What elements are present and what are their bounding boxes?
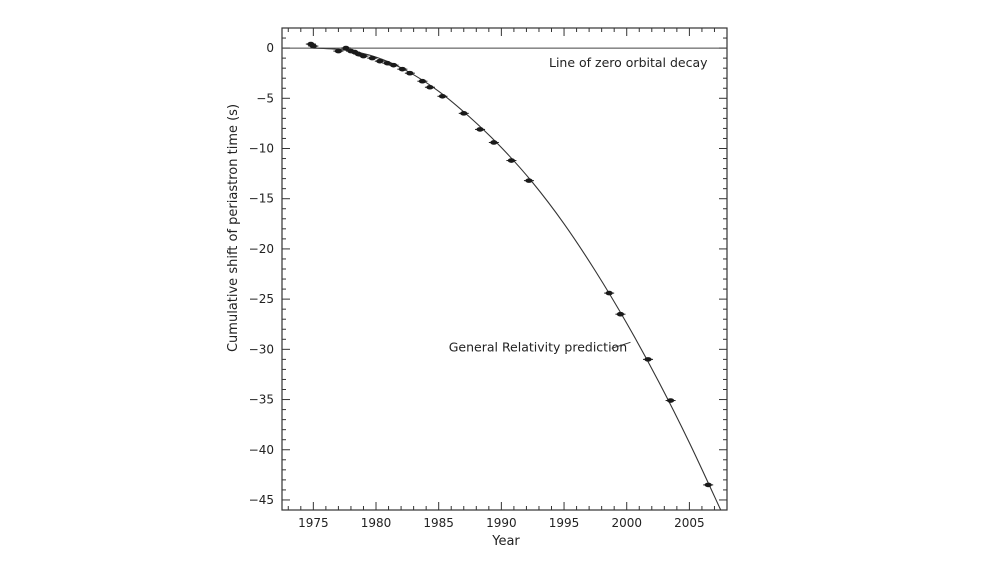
x-tick-label: 1975 <box>298 516 329 530</box>
y-tick-label: −25 <box>249 292 274 306</box>
x-tick-label: 1985 <box>423 516 454 530</box>
gr-prediction-curve <box>313 47 722 510</box>
y-tick-label: −20 <box>249 242 274 256</box>
plot-frame <box>281 27 728 511</box>
x-tick-label: 2000 <box>611 516 642 530</box>
y-tick-label: −45 <box>249 493 274 507</box>
y-tick-label: −5 <box>256 91 274 105</box>
y-tick-label: 0 <box>266 41 274 55</box>
tick-layer <box>282 27 728 511</box>
y-tick-label: −10 <box>249 142 274 156</box>
line-layer <box>282 47 727 510</box>
point-layer <box>305 41 714 488</box>
x-tick-label: 1990 <box>486 516 517 530</box>
gr-label-pointer <box>611 341 631 349</box>
x-tick-label: 1980 <box>361 516 392 530</box>
plot-frame-layer <box>281 27 728 511</box>
y-tick-label: −15 <box>249 192 274 206</box>
annotation-gr-prediction: General Relativity prediction <box>449 339 627 354</box>
y-tick-label: −35 <box>249 393 274 407</box>
x-axis-label: Year <box>491 534 520 549</box>
text-layer: Year Cumulative shift of periastron time… <box>226 41 708 549</box>
annotation-zero-decay: Line of zero orbital decay <box>549 55 708 70</box>
y-tick-label: −30 <box>249 342 274 356</box>
y-axis-label: Cumulative shift of periastron time (s) <box>226 104 241 352</box>
y-tick-label: −40 <box>249 443 274 457</box>
x-tick-label: 1995 <box>549 516 580 530</box>
x-tick-label: 2005 <box>674 516 705 530</box>
